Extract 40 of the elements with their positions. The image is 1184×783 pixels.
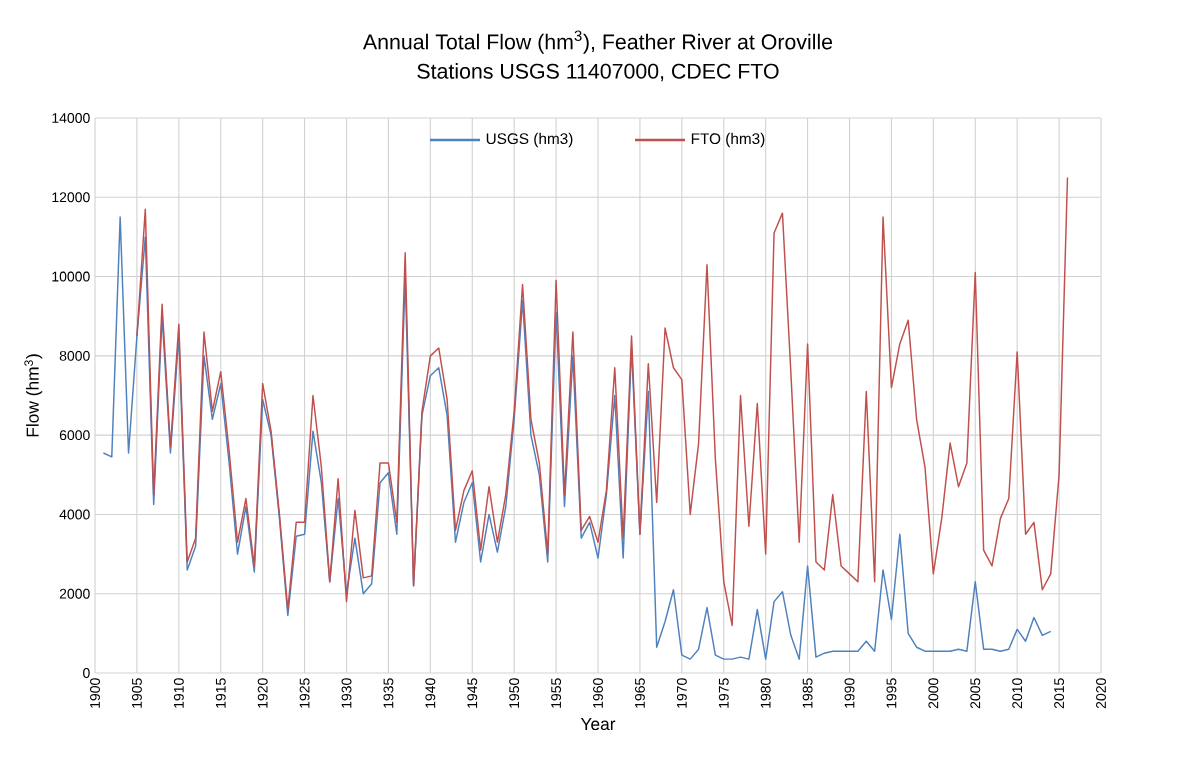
legend-label: FTO (hm3) [691,132,765,148]
x-tick-label: 2000 [928,678,939,709]
y-tick-label: 2000 [59,588,90,599]
legend-label: USGS (hm3) [486,132,573,148]
x-tick-label: 1905 [131,678,142,708]
y-tick-label: 4000 [59,509,90,520]
x-tick-label: 1910 [173,678,184,708]
x-axis-title: Year [580,718,616,731]
x-tick-label: 1955 [551,678,562,708]
y-tick-label: 6000 [59,430,90,441]
chart-title: Annual Total Flow (hm$^{3}$), Feather River at Oroville [362,30,833,54]
y-tick-label: 0 [83,668,90,678]
x-tick-label: 1970 [676,678,687,708]
x-tick-label: 1930 [341,678,352,708]
x-tick-label: 2010 [1012,678,1023,709]
y-tick-label: 12000 [52,192,90,203]
y-axis-title: Flow (hm$^{3}$) [24,354,43,437]
chart-subtitle: Stations USGS 11407000, CDEC FTO [417,63,779,82]
x-tick-label: 1980 [760,678,771,708]
x-tick-label: 2015 [1054,678,1065,709]
x-tick-label: 1940 [425,678,436,708]
x-tick-label: 1995 [886,678,897,708]
x-tick-label: 1960 [593,678,603,708]
x-tick-label: 1925 [299,678,310,708]
x-tick-label: 1945 [467,678,478,708]
x-tick-label: 1950 [509,678,520,708]
x-tick-label: 1915 [215,678,226,708]
x-tick-label: 1935 [383,678,394,708]
x-tick-label: 2020 [1096,678,1106,709]
x-tick-label: 1975 [718,678,729,708]
x-tick-label: 1990 [844,678,855,708]
y-tick-label: 14000 [52,113,90,123]
x-tick-label: 1965 [634,678,645,708]
x-tick-label: 2005 [970,678,981,709]
x-tick-label: 1920 [257,678,268,708]
y-tick-label: 10000 [52,271,90,282]
x-tick-label: 1900 [90,678,100,708]
line-series [136,176,1069,627]
y-tick-label: 8000 [59,350,90,361]
x-tick-label: 1985 [802,678,813,708]
